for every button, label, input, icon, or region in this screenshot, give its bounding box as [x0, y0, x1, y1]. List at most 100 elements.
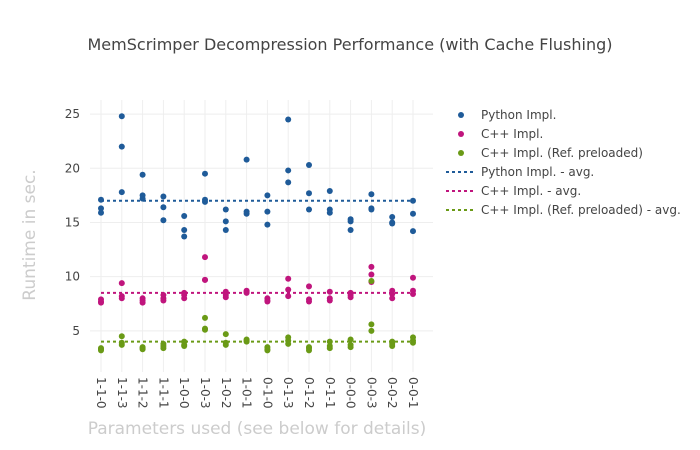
data-point [347, 294, 354, 301]
data-point [222, 341, 229, 348]
legend: Python Impl. C++ Impl. C++ Impl. (Ref. pre… [446, 108, 681, 217]
data-point [202, 198, 208, 205]
data-point [306, 162, 312, 169]
data-point [306, 283, 312, 290]
data-point [139, 299, 146, 306]
data-point [347, 227, 354, 234]
x-tick-label: 0-1-2 [302, 377, 316, 409]
x-tick-label: 1-1-0 [94, 377, 108, 409]
data-point [222, 294, 229, 301]
x-tick-label: 1-0-3 [198, 377, 212, 409]
x-tick-label: 0-0-1 [406, 377, 420, 409]
data-point [98, 205, 104, 212]
legend-label: Python Impl. [481, 108, 556, 122]
x-tick-label: 1-1-1 [156, 377, 170, 409]
data-point [285, 286, 292, 293]
y-tick-label: 20 [65, 161, 80, 175]
data-point [264, 221, 271, 228]
legend-marker [458, 131, 464, 137]
data-point [202, 326, 208, 333]
average-lines [101, 199, 413, 343]
data-point [285, 167, 292, 174]
data-point [306, 206, 312, 213]
x-axis-ticks: 1-1-0 1-1-3 1-1-2 1-1-1 1-0-0 1-0-3 1-0-2 1-0-1… [94, 377, 420, 409]
x-tick-label: 0-0-2 [385, 377, 399, 409]
data-point [243, 289, 250, 296]
data-point [202, 314, 208, 321]
data-point [285, 293, 292, 300]
data-point [222, 331, 229, 338]
x-tick-label: 0-1-0 [260, 377, 274, 409]
legend-marker [458, 150, 464, 156]
x-tick-label: 1-1-3 [115, 377, 129, 409]
data-point [347, 218, 354, 225]
data-point [181, 295, 188, 302]
y-tick-label: 25 [65, 107, 80, 121]
data-point [326, 188, 333, 195]
x-tick-label: 0-1-1 [323, 377, 337, 409]
x-axis-title: Parameters used (see below for details) [88, 419, 427, 439]
data-point [139, 346, 146, 353]
data-point [306, 190, 312, 197]
data-point [285, 340, 292, 347]
x-tick-label: 1-0-1 [240, 377, 254, 409]
data-point [389, 214, 396, 221]
data-point [98, 299, 104, 306]
data-point [118, 341, 125, 348]
data-point [347, 336, 354, 343]
data-point [160, 345, 167, 352]
data-point [264, 298, 271, 305]
y-axis-ticks: 5 10 15 20 25 [65, 107, 80, 338]
data-point [160, 297, 167, 304]
grid [90, 100, 433, 372]
data-point [243, 210, 250, 217]
data-point [264, 192, 271, 199]
data-point [264, 208, 271, 215]
data-point [285, 116, 292, 123]
y-tick-label: 5 [72, 324, 80, 338]
data-point [368, 263, 375, 270]
data-point [222, 206, 229, 213]
data-point [118, 113, 125, 120]
data-point [410, 339, 416, 346]
data-point [368, 206, 375, 213]
data-point [181, 233, 188, 240]
data-point [326, 297, 333, 304]
data-point [160, 193, 167, 200]
data-point [410, 290, 416, 297]
data-point [98, 196, 104, 203]
data-point [306, 347, 312, 354]
data-point [368, 321, 375, 328]
x-tick-label: 0-1-3 [281, 377, 295, 409]
data-point [202, 170, 208, 177]
legend-label: C++ Impl. [481, 127, 543, 141]
data-point [326, 338, 333, 345]
data-point [410, 210, 416, 217]
data-point [243, 156, 250, 163]
x-tick-label: 1-0-2 [219, 377, 233, 409]
data-point [118, 143, 125, 150]
data-point [306, 298, 312, 305]
data-point [368, 191, 375, 198]
data-point [326, 288, 333, 295]
data-point [160, 204, 167, 211]
legend-label: C++ Impl. - avg. [481, 184, 581, 198]
data-point [139, 171, 146, 178]
data-point [326, 345, 333, 352]
data-point [181, 227, 188, 234]
data-point [98, 209, 104, 216]
y-tick-label: 10 [65, 270, 80, 284]
data-point [410, 197, 416, 204]
chart-title: MemScrimper Decompression Performance (w… [88, 35, 613, 54]
data-point [118, 280, 125, 287]
data-point [368, 277, 375, 284]
data-point [202, 254, 208, 261]
y-axis-title: Runtime in sec. [20, 169, 40, 300]
data-point [410, 228, 416, 235]
data-point [202, 276, 208, 283]
data-point [410, 274, 416, 281]
x-tick-label: 1-1-2 [136, 377, 150, 409]
data-point [368, 327, 375, 334]
data-point [222, 227, 229, 234]
